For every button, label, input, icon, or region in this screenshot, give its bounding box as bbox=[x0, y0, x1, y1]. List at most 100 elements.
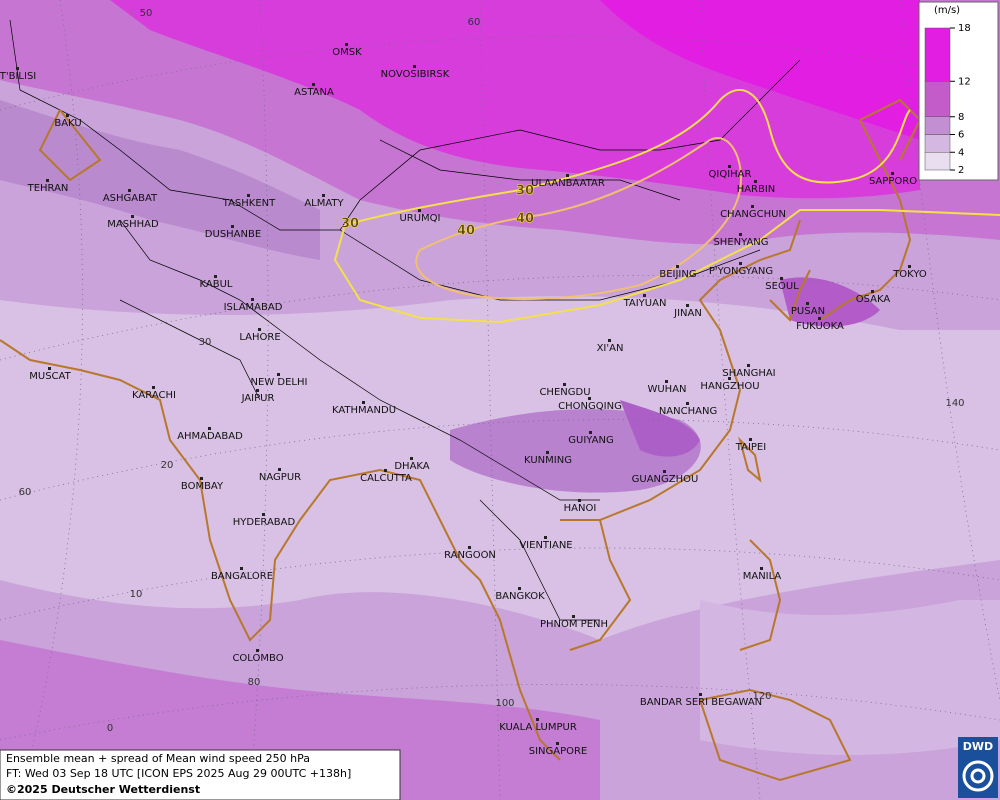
city-marker bbox=[608, 339, 611, 342]
logo-box bbox=[958, 737, 998, 798]
city-label: CHENGDU bbox=[539, 387, 590, 398]
graticule-label: 0 bbox=[107, 723, 113, 734]
city-label: MANILA bbox=[743, 571, 782, 582]
city-marker bbox=[747, 364, 750, 367]
city-marker bbox=[563, 383, 566, 386]
city-label: HANOI bbox=[564, 503, 597, 514]
city-marker bbox=[258, 328, 261, 331]
footer-title: Ensemble mean + spread of Mean wind spee… bbox=[6, 752, 310, 765]
city-label: BANDAR SERI BEGAWAN bbox=[640, 697, 762, 708]
logo-text: DWD bbox=[963, 740, 993, 753]
city-marker bbox=[413, 65, 416, 68]
city-label: CHONGQING bbox=[558, 401, 622, 412]
city-label: XI'AN bbox=[597, 343, 624, 354]
city-label: CALCUTTA bbox=[360, 473, 412, 484]
city-marker bbox=[908, 265, 911, 268]
city-label: KUALA LUMPUR bbox=[499, 722, 577, 733]
city-marker bbox=[66, 114, 69, 117]
city-label: AHMADABAD bbox=[177, 431, 243, 442]
city-label: NAGPUR bbox=[259, 472, 301, 483]
city-marker bbox=[728, 165, 731, 168]
city-marker bbox=[256, 389, 259, 392]
city-label: ISLAMABAD bbox=[224, 302, 283, 313]
contours bbox=[333, 89, 1000, 324]
city-marker bbox=[572, 615, 575, 618]
city-label: ULAANBAATAR bbox=[531, 178, 605, 189]
graticule-label: 60 bbox=[19, 487, 32, 498]
city-marker bbox=[46, 179, 49, 182]
city-marker bbox=[728, 377, 731, 380]
city-label: VIENTIANE bbox=[519, 540, 572, 551]
legend-tick-label: 6 bbox=[958, 130, 964, 141]
city-label: COLOMBO bbox=[232, 653, 283, 664]
city-label: PHNOM PENH bbox=[540, 619, 608, 630]
city-marker bbox=[362, 401, 365, 404]
legend: (m/s) 2 4 6 8 12 18 bbox=[918, 1, 999, 181]
city-marker bbox=[256, 649, 259, 652]
legend-tick-label: 8 bbox=[958, 112, 964, 123]
city-marker bbox=[152, 386, 155, 389]
city-marker bbox=[345, 43, 348, 46]
city-marker bbox=[739, 233, 742, 236]
city-marker bbox=[760, 567, 763, 570]
city-marker bbox=[676, 265, 679, 268]
city-label: SINGAPORE bbox=[529, 746, 588, 757]
city-label: MASHHAD bbox=[107, 219, 159, 230]
city-label: QIQIHAR bbox=[709, 169, 752, 180]
city-marker bbox=[418, 209, 421, 212]
graticule-label: 20 bbox=[161, 460, 174, 471]
legend-tick-label: 12 bbox=[958, 76, 971, 87]
city-label: CHANGCHUN bbox=[720, 209, 786, 220]
legend-tick-label: 4 bbox=[958, 147, 964, 158]
city-label: TOKYO bbox=[892, 269, 927, 280]
city-marker bbox=[751, 205, 754, 208]
city-label: WUHAN bbox=[647, 384, 686, 395]
contour-label: 40 bbox=[457, 224, 475, 239]
legend-tick-label: 18 bbox=[958, 23, 971, 34]
footer-copyright: ©2025 Deutscher Wetterdienst bbox=[6, 783, 200, 796]
city-label: SHANGHAI bbox=[722, 368, 775, 379]
logo-icon-inner bbox=[970, 768, 986, 784]
graticule-label: 60 bbox=[468, 17, 481, 28]
city-marker bbox=[131, 215, 134, 218]
city-label: TAIYUAN bbox=[623, 298, 667, 309]
graticule-label: 10 bbox=[130, 589, 143, 600]
city-label: LAHORE bbox=[239, 332, 280, 343]
city-label: PUSAN bbox=[791, 306, 825, 317]
city-marker bbox=[277, 373, 280, 376]
city-label: SEOUL bbox=[765, 281, 799, 292]
city-label: HYDERABAD bbox=[233, 517, 296, 528]
city-label: DUSHANBE bbox=[205, 229, 261, 240]
footer-box bbox=[0, 749, 401, 800]
city-label: GUANGZHOU bbox=[632, 474, 699, 485]
city-label: SHENYANG bbox=[713, 237, 768, 248]
city-label: TEHRAN bbox=[27, 183, 69, 194]
graticule-label: 120 bbox=[752, 691, 771, 702]
city-marker bbox=[556, 742, 559, 745]
city-marker bbox=[262, 513, 265, 516]
legend-swatch bbox=[924, 27, 951, 82]
city-marker bbox=[749, 438, 752, 441]
legend-swatch bbox=[924, 116, 951, 135]
city-label: DHAKA bbox=[394, 461, 429, 472]
legend-swatch bbox=[924, 152, 951, 171]
city-label: TASHKENT bbox=[222, 198, 276, 209]
city-marker bbox=[871, 290, 874, 293]
city-label: TAIPEI bbox=[735, 442, 766, 453]
city-label: KUNMING bbox=[524, 455, 572, 466]
city-marker bbox=[578, 499, 581, 502]
city-label: BOMBAY bbox=[181, 481, 224, 492]
city-marker bbox=[686, 304, 689, 307]
city-label: OSAKA bbox=[856, 294, 891, 305]
city-label: MUSCAT bbox=[29, 371, 71, 382]
contour-label: 30 bbox=[516, 184, 534, 199]
city-marker bbox=[468, 546, 471, 549]
city-label: ASHGABAT bbox=[103, 193, 158, 204]
city-marker bbox=[589, 431, 592, 434]
city-marker bbox=[200, 477, 203, 480]
footer-forecast-time: FT: Wed 03 Sep 18 UTC [ICON EPS 2025 Aug… bbox=[6, 767, 351, 780]
legend-swatch bbox=[924, 134, 951, 153]
city-label: FUKUOKA bbox=[796, 321, 844, 332]
city-label: GUIYANG bbox=[568, 435, 613, 446]
